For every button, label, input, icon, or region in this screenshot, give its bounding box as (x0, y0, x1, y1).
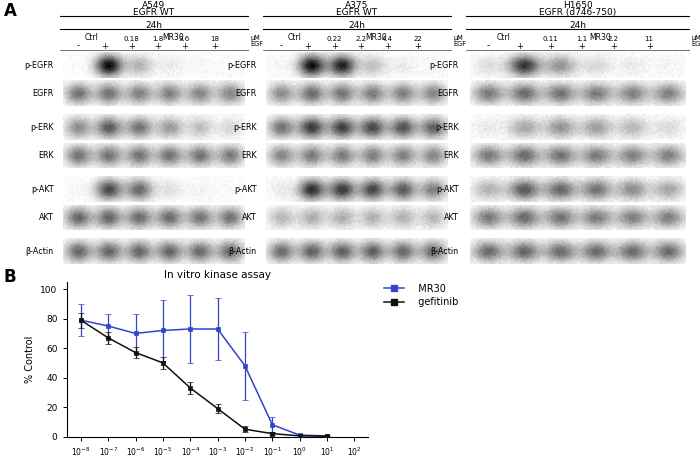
Text: p-AKT: p-AKT (234, 185, 257, 194)
Text: p-EGFR: p-EGFR (228, 61, 257, 69)
Text: EGFR: EGFR (236, 89, 257, 98)
Text: MR30: MR30 (162, 33, 184, 42)
Text: p-ERK: p-ERK (30, 122, 54, 132)
Text: 4.4: 4.4 (382, 36, 393, 42)
Text: EGF: EGF (454, 41, 466, 47)
Text: p-EGFR: p-EGFR (430, 61, 459, 69)
Text: AKT: AKT (39, 213, 54, 222)
Text: AKT: AKT (242, 213, 257, 222)
Text: 2.2: 2.2 (356, 36, 366, 42)
Text: 2.2: 2.2 (608, 36, 619, 42)
Text: +: + (331, 42, 338, 50)
Text: +: + (304, 42, 312, 50)
Text: 1.1: 1.1 (576, 36, 587, 42)
Text: +: + (102, 42, 108, 50)
Text: +: + (547, 42, 554, 50)
Text: A: A (4, 2, 16, 20)
Text: B: B (4, 268, 16, 286)
Text: A375: A375 (345, 1, 369, 10)
Text: 24h: 24h (569, 21, 586, 30)
Text: MR30: MR30 (365, 33, 387, 42)
Text: ERK: ERK (443, 151, 459, 160)
Text: +: + (414, 42, 421, 50)
Text: μM: μM (251, 36, 260, 42)
Text: p-EGFR: p-EGFR (25, 61, 54, 69)
Text: +: + (128, 42, 135, 50)
Text: 24h: 24h (349, 21, 365, 30)
Text: β-Actin: β-Actin (229, 247, 257, 255)
Text: +: + (645, 42, 652, 50)
Text: +: + (181, 42, 188, 50)
Text: +: + (384, 42, 391, 50)
Text: EGFR: EGFR (438, 89, 458, 98)
Text: 0.18: 0.18 (123, 36, 139, 42)
Text: Ctrl: Ctrl (288, 33, 302, 42)
Text: EGFR (d746-750): EGFR (d746-750) (539, 7, 616, 17)
Text: p-ERK: p-ERK (435, 122, 458, 132)
Text: EGFR: EGFR (33, 89, 54, 98)
Text: 0.22: 0.22 (327, 36, 342, 42)
Text: μM: μM (692, 36, 700, 42)
Text: H1650: H1650 (563, 1, 592, 10)
Text: +: + (154, 42, 161, 50)
Text: μM: μM (454, 36, 463, 42)
Text: -: - (486, 42, 489, 50)
Text: ERK: ERK (38, 151, 54, 160)
Text: A549: A549 (142, 1, 166, 10)
Text: 1.8: 1.8 (152, 36, 163, 42)
Text: Ctrl: Ctrl (85, 33, 99, 42)
Text: 22: 22 (413, 36, 422, 42)
Text: 24h: 24h (146, 21, 162, 30)
Text: MR30: MR30 (589, 33, 611, 42)
Text: +: + (516, 42, 523, 50)
Text: EGF: EGF (692, 41, 700, 47)
Text: β-Actin: β-Actin (26, 247, 54, 255)
Text: p-AKT: p-AKT (436, 185, 459, 194)
Text: 3.6: 3.6 (178, 36, 190, 42)
Text: -: - (77, 42, 80, 50)
Text: 11: 11 (645, 36, 654, 42)
Text: +: + (357, 42, 364, 50)
Text: EGFR WT: EGFR WT (134, 7, 174, 17)
Text: p-ERK: p-ERK (233, 122, 257, 132)
Text: β-Actin: β-Actin (430, 247, 458, 255)
Text: 18: 18 (210, 36, 219, 42)
Y-axis label: % Control: % Control (25, 335, 35, 383)
Text: +: + (211, 42, 218, 50)
Text: +: + (578, 42, 585, 50)
Text: Ctrl: Ctrl (496, 33, 510, 42)
Text: EGFR WT: EGFR WT (337, 7, 377, 17)
Text: 0.11: 0.11 (542, 36, 559, 42)
Title: In vitro kinase assay: In vitro kinase assay (164, 270, 270, 280)
Text: +: + (610, 42, 617, 50)
Text: EGF: EGF (251, 41, 263, 47)
Text: p-AKT: p-AKT (32, 185, 54, 194)
Legend:   MR30,   gefitinib: MR30, gefitinib (384, 284, 458, 308)
Text: ERK: ERK (241, 151, 257, 160)
Text: AKT: AKT (444, 213, 458, 222)
Text: -: - (280, 42, 283, 50)
